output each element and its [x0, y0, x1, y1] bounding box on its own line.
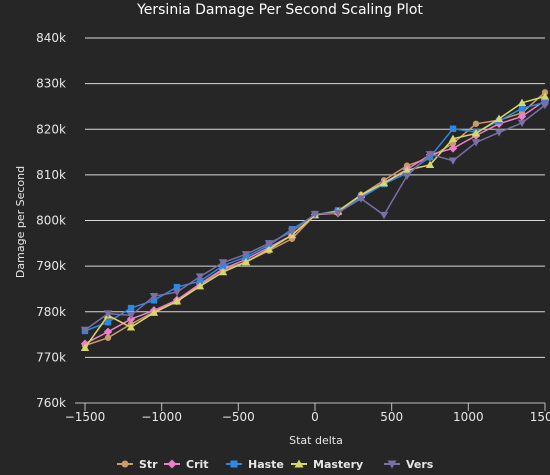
legend-marker-mastery	[294, 459, 304, 468]
legend-item-str: Str	[117, 458, 158, 471]
data-point-vers	[172, 288, 182, 297]
data-point-haste	[449, 125, 457, 132]
data-point-vers	[149, 293, 159, 301]
legend-label-str: Str	[139, 458, 158, 471]
x-tick-label: 1000	[453, 410, 484, 424]
series-layer	[80, 89, 550, 351]
legend-label-crit: Crit	[186, 458, 209, 471]
legend-label-mastery: Mastery	[313, 458, 363, 471]
data-point-vers	[241, 251, 251, 259]
data-point-vers	[310, 210, 320, 219]
data-point-haste	[196, 277, 204, 285]
legend-marker-str	[121, 460, 129, 468]
data-point-vers	[195, 273, 205, 281]
y-axis-ticks: 760k 770k 780k 790k 800k 810k 820k 830k 840k	[36, 31, 66, 410]
y-tick-label: 810k	[36, 168, 66, 182]
y-tick-label: 830k	[36, 77, 66, 91]
y-tick-label: 760k	[36, 396, 66, 410]
data-point-mastery	[264, 245, 274, 253]
series-vers	[80, 101, 550, 335]
data-point-haste	[104, 319, 112, 326]
gridlines	[85, 37, 545, 404]
data-point-vers	[287, 228, 297, 236]
data-point-crit	[517, 112, 527, 121]
legend-marker-vers	[387, 460, 397, 469]
x-axis-ticks: −1500 −1000 −500 0 500 1000 1500	[65, 402, 550, 424]
data-point-mastery	[494, 114, 504, 122]
x-tick-label: 0	[311, 410, 319, 424]
data-point-mastery	[172, 297, 182, 305]
chart-title: Yersinia Damage Per Second Scaling Plot	[136, 2, 423, 18]
data-point-vers	[471, 139, 481, 147]
legend-marker-haste	[230, 460, 238, 468]
x-axis-title: Stat delta	[289, 434, 343, 447]
data-point-vers	[80, 326, 90, 335]
data-point-mastery	[195, 282, 205, 290]
data-point-mastery	[126, 323, 136, 331]
data-point-vers	[126, 312, 136, 320]
legend-item-crit: Crit	[164, 458, 209, 471]
y-tick-label: 790k	[36, 259, 66, 273]
data-point-vers	[356, 195, 366, 203]
legend-item-mastery: Mastery	[291, 458, 363, 471]
legend-label-vers: Vers	[406, 458, 434, 471]
data-point-crit	[448, 144, 458, 153]
data-point-vers	[218, 259, 228, 267]
legend-label-haste: Haste	[248, 458, 284, 471]
data-point-haste	[127, 304, 135, 312]
x-tick-label: −500	[222, 410, 255, 424]
data-point-mastery	[80, 343, 90, 351]
data-point-mastery	[540, 92, 550, 100]
data-point-crit	[103, 327, 113, 337]
data-point-vers	[379, 211, 389, 220]
legend-item-haste: Haste	[226, 458, 284, 471]
data-point-mastery	[517, 98, 527, 106]
data-point-vers	[540, 101, 550, 110]
y-tick-label: 840k	[36, 31, 66, 45]
data-point-haste	[173, 283, 181, 291]
data-point-mastery	[379, 178, 389, 187]
x-tick-label: 500	[380, 410, 403, 424]
data-point-vers	[517, 119, 527, 128]
data-point-mastery	[471, 129, 481, 137]
data-point-mastery	[448, 134, 458, 143]
data-point-haste	[518, 105, 526, 112]
data-point-mastery	[218, 267, 228, 276]
data-point-vers	[494, 129, 504, 137]
legend-item-vers: Vers	[384, 458, 434, 471]
x-tick-label: −1500	[65, 410, 106, 424]
y-axis-title: Damage per Second	[14, 166, 27, 278]
data-point-vers	[425, 151, 435, 159]
data-point-vers	[103, 310, 113, 318]
data-point-str	[104, 334, 112, 341]
y-tick-label: 770k	[36, 350, 66, 364]
data-point-mastery	[425, 160, 435, 169]
data-point-vers	[333, 209, 343, 217]
data-point-mastery	[402, 166, 412, 174]
y-tick-label: 780k	[36, 305, 66, 319]
data-point-mastery	[241, 257, 251, 266]
legend-marker-crit	[167, 459, 177, 469]
data-point-vers	[448, 157, 458, 165]
x-tick-label: 1500	[530, 410, 550, 424]
legend: Str Crit Haste Mastery Vers	[117, 458, 434, 471]
y-tick-label: 820k	[36, 122, 66, 136]
x-tick-label: −1000	[141, 410, 182, 424]
data-point-mastery	[149, 308, 159, 316]
data-point-vers	[402, 172, 412, 180]
data-point-vers	[264, 240, 274, 248]
data-point-str	[472, 120, 480, 127]
y-tick-label: 800k	[36, 214, 66, 228]
